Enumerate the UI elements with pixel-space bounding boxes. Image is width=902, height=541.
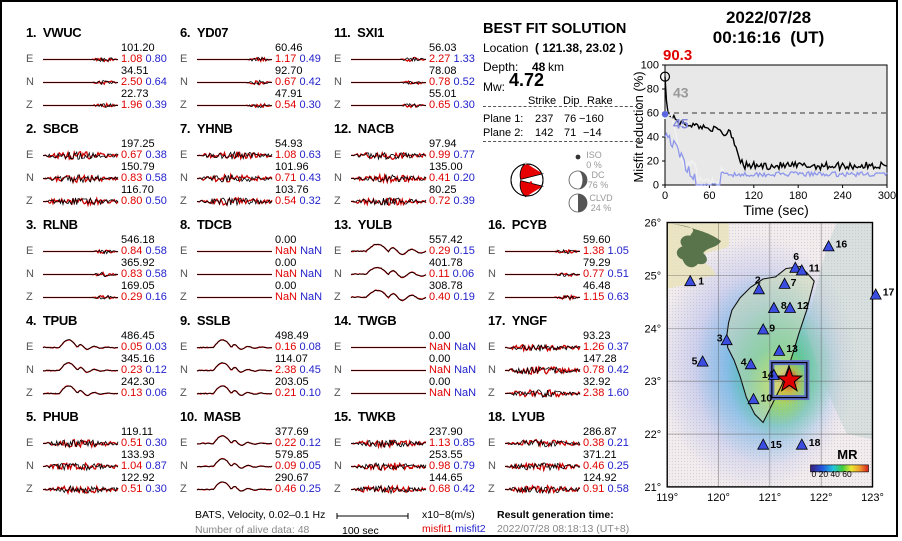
svg-text:120°: 120° <box>707 492 730 504</box>
svg-text:90.3: 90.3 <box>663 47 692 64</box>
svg-text:9: 9 <box>769 323 775 335</box>
svg-text:23°: 23° <box>645 376 662 388</box>
svg-text:2: 2 <box>755 274 761 286</box>
svg-text:1: 1 <box>698 275 704 287</box>
svg-text:CLVD: CLVD <box>589 193 613 203</box>
svg-text:5: 5 <box>692 356 698 368</box>
svg-text:Time (sec): Time (sec) <box>743 202 809 218</box>
svg-text:120: 120 <box>745 190 763 202</box>
svg-text:ISO: ISO <box>586 150 602 160</box>
svg-text:14: 14 <box>762 369 774 381</box>
svg-text:60: 60 <box>703 190 715 202</box>
svg-text:300: 300 <box>878 190 896 202</box>
svg-text:43: 43 <box>673 84 689 100</box>
svg-text:40: 40 <box>647 132 659 144</box>
svg-text:80: 80 <box>647 84 659 96</box>
svg-text:3: 3 <box>717 332 723 344</box>
svg-text:0: 0 <box>653 180 659 192</box>
svg-text:13: 13 <box>786 343 798 355</box>
svg-text:240: 240 <box>833 190 851 202</box>
svg-text:18: 18 <box>809 437 821 449</box>
svg-text:0 %: 0 % <box>586 160 602 170</box>
svg-text:17: 17 <box>883 287 895 299</box>
svg-text:20: 20 <box>647 156 659 168</box>
svg-text:180: 180 <box>789 190 807 202</box>
svg-text:25°: 25° <box>645 270 662 282</box>
svg-text:123°: 123° <box>861 492 884 504</box>
svg-text:4: 4 <box>741 356 747 368</box>
svg-text:121°: 121° <box>758 492 781 504</box>
svg-text:MR: MR <box>837 447 858 462</box>
svg-text:6: 6 <box>793 251 799 263</box>
svg-text:10: 10 <box>761 392 773 404</box>
svg-text:76 %: 76 % <box>588 180 609 190</box>
svg-text:22°: 22° <box>645 429 662 441</box>
svg-text:60: 60 <box>647 108 659 120</box>
svg-text:122°: 122° <box>810 492 833 504</box>
svg-text:DC: DC <box>592 170 605 180</box>
svg-text:21°: 21° <box>645 482 662 494</box>
svg-text:0 20 40 60: 0 20 40 60 <box>812 469 852 479</box>
svg-text:7: 7 <box>791 277 797 289</box>
svg-text:0: 0 <box>662 190 668 202</box>
svg-text:12: 12 <box>797 300 809 312</box>
svg-text:24°: 24° <box>645 323 662 335</box>
svg-text:24 %: 24 % <box>591 203 612 213</box>
svg-text:15: 15 <box>770 439 782 451</box>
svg-text:26°: 26° <box>645 218 662 230</box>
svg-text:11: 11 <box>809 263 820 275</box>
svg-text:16: 16 <box>836 239 848 251</box>
svg-text:45: 45 <box>673 116 689 132</box>
